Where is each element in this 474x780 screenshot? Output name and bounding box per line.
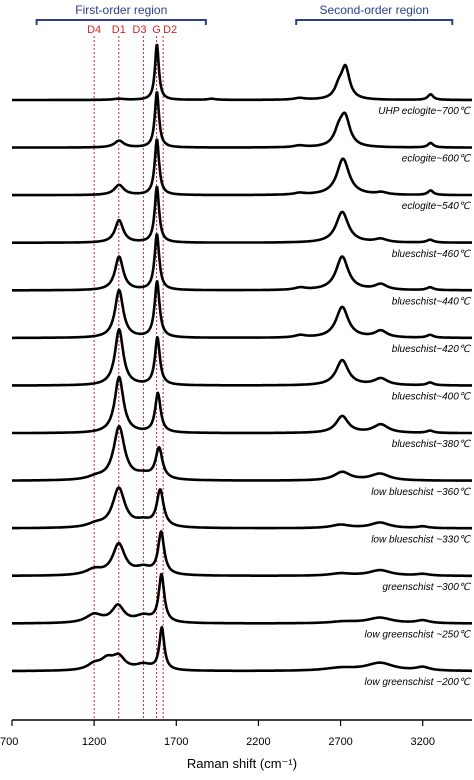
region-label-0: First-order region	[75, 3, 167, 17]
spectrum-line-12	[11, 625, 473, 673]
region-label-1: Second-order region	[320, 3, 429, 17]
spectra	[11, 43, 473, 673]
spectrum-line-3	[11, 185, 473, 244]
spectrum-label-0: UHP eclogite~700℃	[378, 106, 472, 117]
region-bracket-0	[35, 19, 207, 25]
spectrum-line-11	[11, 572, 473, 625]
x-tick-label-4: 2700	[328, 736, 352, 748]
spectrum-label-9: low blueschist ~330℃	[371, 534, 472, 545]
spectrum-line-7	[11, 375, 473, 435]
region-bracket-1	[295, 19, 454, 25]
x-tick-label-3: 2200	[246, 736, 270, 748]
marker-label-d4: D4	[87, 24, 101, 36]
marker-label-g: G	[152, 24, 161, 36]
spectrum-labels: UHP eclogite~700℃ eclogite~600℃ eclogite~5…	[365, 106, 472, 688]
spectrum-line-5	[11, 279, 473, 340]
x-tick-label-0: 700	[0, 736, 18, 748]
x-axis: Raman shift (cm⁻¹) 700 1200 1700 2200 2700 32…	[0, 719, 472, 771]
marker-label-d2: D2	[163, 24, 177, 36]
spectrum-label-8: low blueschist ~360℃	[371, 487, 472, 498]
spectrum-label-7: blueschist~380℃	[392, 439, 472, 450]
spectrum-line-1	[11, 91, 473, 149]
x-tick-label-2: 1700	[164, 736, 188, 748]
spectrum-label-1: eclogite~600℃	[402, 154, 472, 165]
spectrum-line-2	[11, 138, 473, 197]
spectrum-label-10: greenschist ~300℃	[382, 582, 471, 593]
spectrum-label-3: blueschist~460℃	[392, 249, 472, 260]
spectrum-label-5: blueschist~420℃	[392, 344, 472, 355]
spectrum-line-0	[11, 43, 473, 102]
spectrum-line-8	[11, 424, 473, 482]
spectrum-label-12: low greenschist ~200℃	[365, 677, 472, 688]
spectrum-line-4	[11, 233, 473, 292]
x-tick-label-1: 1200	[82, 736, 106, 748]
marker-label-d3: D3	[132, 24, 146, 36]
x-axis-title: Raman shift (cm⁻¹)	[187, 756, 297, 771]
spectrum-label-6: blueschist~400℃	[392, 392, 472, 403]
spectrum-label-4: blueschist~440℃	[392, 296, 472, 307]
spectrum-line-6	[11, 327, 473, 387]
spectrum-line-9	[11, 486, 473, 530]
region-brackets: First-order region Second-order region	[35, 3, 454, 25]
spectrum-label-11: low greenschist ~250℃	[365, 630, 472, 641]
spectrum-label-2: eclogite~540℃	[402, 201, 472, 212]
spectrum-line-10	[11, 530, 473, 578]
marker-label-d1: D1	[112, 24, 126, 36]
x-tick-label-5: 3200	[410, 736, 434, 748]
